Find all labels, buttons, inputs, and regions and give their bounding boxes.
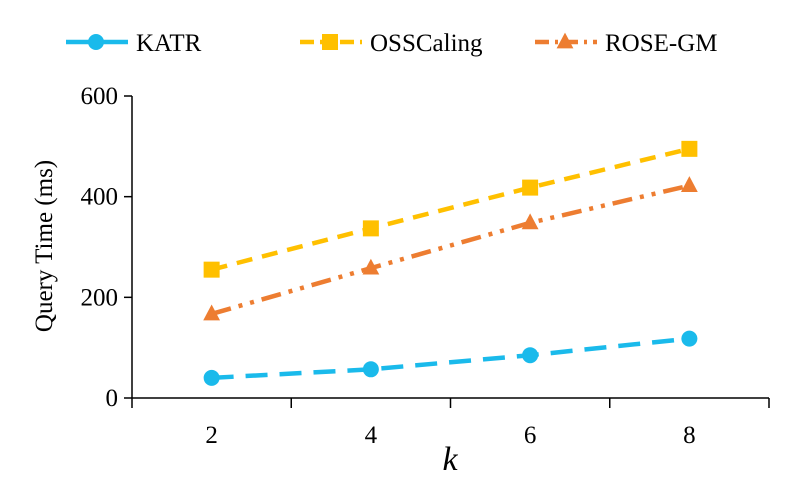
- data-point: [522, 179, 539, 196]
- legend-label: ROSE-GM: [605, 30, 718, 57]
- y-ticks: 0 200 400 600: [81, 83, 132, 412]
- x-ticks: 2 4 6 8: [131, 398, 770, 449]
- data-point: [362, 258, 380, 275]
- series-line: [211, 183, 690, 317]
- legend-marker: [322, 34, 338, 50]
- legend-item: ROSE-GM: [535, 30, 718, 57]
- x-axis-label: k: [442, 441, 458, 478]
- data-point: [203, 369, 220, 386]
- data-point: [522, 347, 539, 364]
- x-tick-label: 6: [524, 422, 537, 449]
- legend-item: OSSCaling: [300, 30, 483, 57]
- series-layer: [203, 140, 698, 386]
- legend: KATR OSSCaling ROSE-GM: [66, 30, 718, 57]
- data-point: [680, 176, 698, 192]
- series-line: [211, 336, 690, 381]
- legend-label: KATR: [136, 30, 202, 57]
- data-point: [681, 330, 698, 347]
- legend-label: OSSCaling: [370, 30, 483, 57]
- data-point: [362, 220, 379, 237]
- data-point: [681, 140, 698, 157]
- series-osscaling: [203, 140, 698, 278]
- y-axis-label: Query Time (ms): [31, 160, 58, 332]
- data-point: [203, 304, 221, 321]
- data-point: [362, 361, 379, 378]
- x-tick-label: 8: [683, 422, 696, 449]
- series-line: [211, 146, 690, 272]
- x-tick-label: 2: [205, 422, 218, 449]
- series-rose-gm: [203, 176, 698, 321]
- y-tick-label: 200: [81, 284, 119, 311]
- legend-marker: [88, 34, 104, 50]
- data-point: [203, 261, 220, 278]
- data-point: [521, 213, 539, 230]
- y-tick-label: 600: [81, 83, 119, 110]
- y-tick-label: 400: [81, 184, 119, 211]
- x-tick-label: 4: [365, 422, 378, 449]
- legend-item: KATR: [66, 30, 202, 57]
- series-katr: [203, 330, 698, 386]
- legend-marker: [556, 32, 574, 49]
- y-tick-label: 0: [106, 385, 119, 412]
